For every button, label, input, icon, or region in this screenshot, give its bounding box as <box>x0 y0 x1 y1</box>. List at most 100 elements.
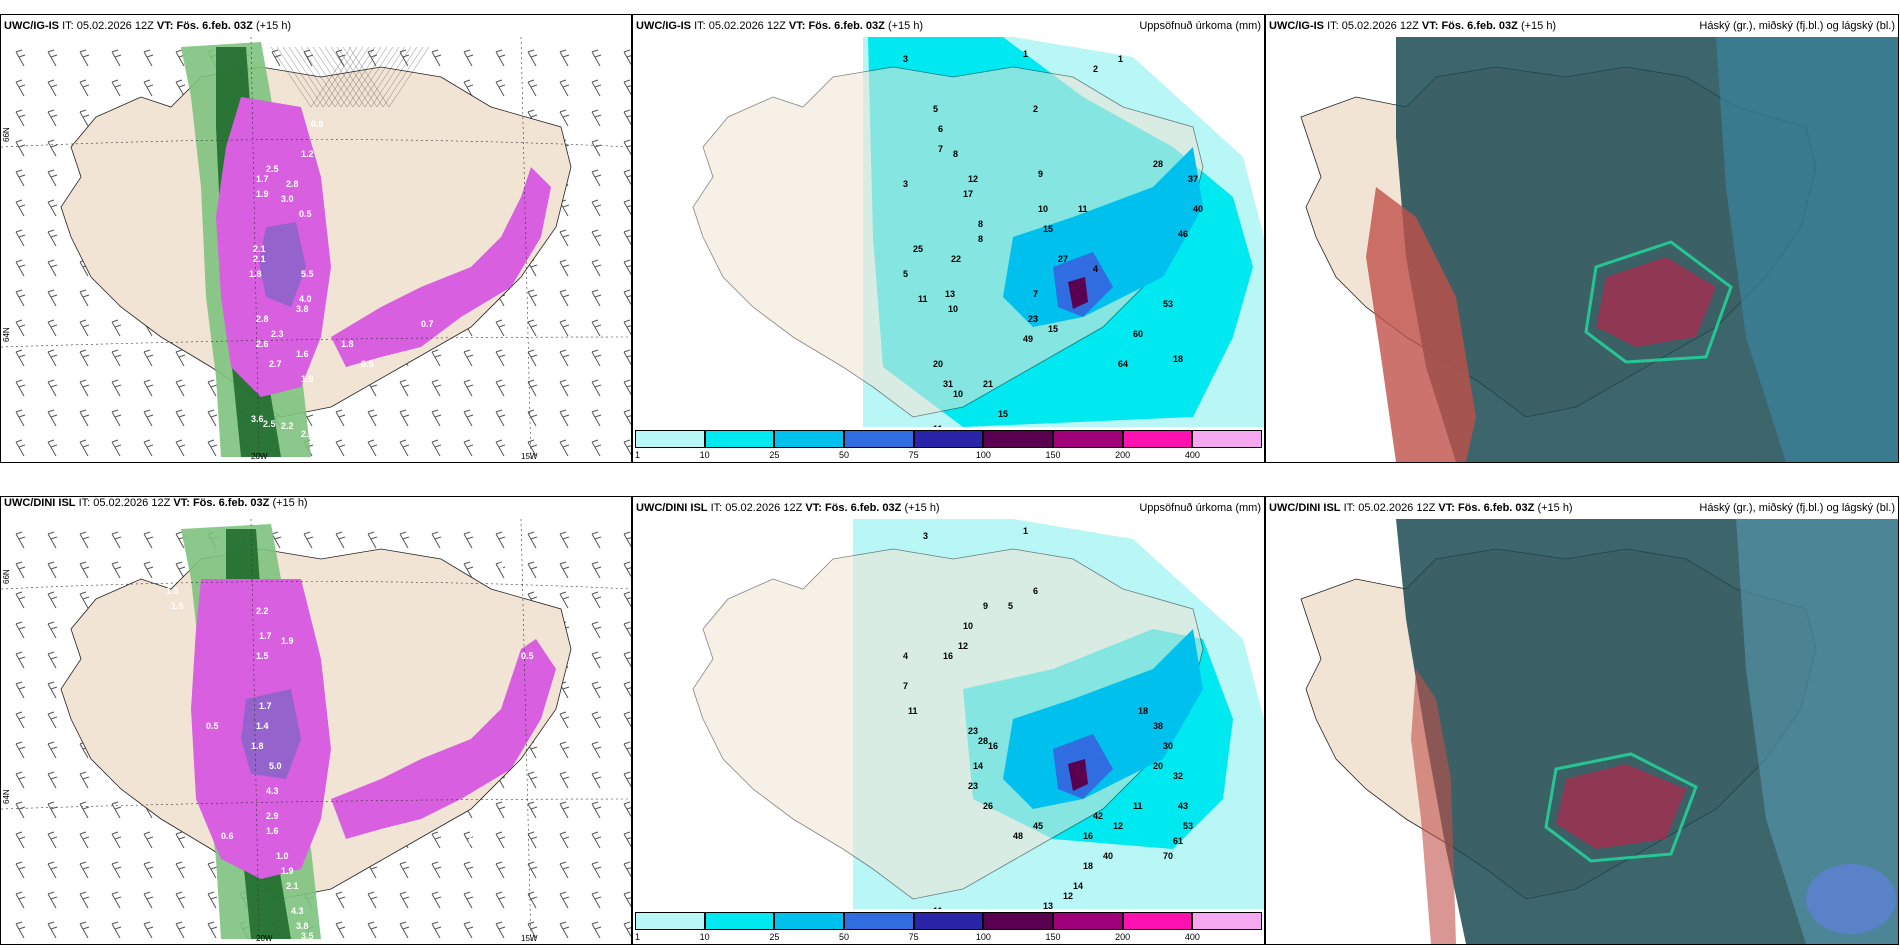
map-value-label: 32 <box>1173 771 1183 781</box>
map-value-label: 2 <box>1093 64 1098 74</box>
panel-title: Uppsöfnuð úrkoma (mm) <box>1139 502 1261 514</box>
wind-barb <box>623 831 631 848</box>
wind-barb <box>399 531 410 549</box>
wind-barb <box>15 319 26 337</box>
wind-barb <box>143 891 154 909</box>
panel-header: UWC/DINI ISL IT: 05.02.2026 12Z VT: Fös.… <box>1 497 631 519</box>
map-value-label: 4.0 <box>299 294 312 304</box>
wind-barb <box>623 591 631 608</box>
wind-barb <box>47 861 58 879</box>
wind-barb <box>527 379 538 397</box>
it-label: IT: <box>1343 502 1356 514</box>
wind-barb <box>527 531 538 549</box>
wind-barb <box>367 891 378 909</box>
lon-15w-label: 15W <box>521 934 538 943</box>
wind-barb <box>15 861 26 879</box>
wind-barb <box>47 831 58 849</box>
vt-value: Fös. 6.feb. 03Z <box>1457 502 1535 514</box>
wind-barb <box>143 561 154 579</box>
map-value-label: 5.5 <box>301 269 314 279</box>
wind-barb <box>335 409 346 427</box>
map-value-label: 1.0 <box>276 851 289 861</box>
hatch-line <box>270 46 312 108</box>
map-value-label: 21 <box>983 379 993 389</box>
map-value-label: 11 <box>1078 204 1088 214</box>
panel-header: UWC/DINI ISL IT: 05.02.2026 12Z VT: Fös.… <box>633 497 1264 519</box>
map-value-label: 10 <box>948 304 958 314</box>
map-value-label: 53 <box>1163 299 1173 309</box>
colorbar-tick: 50 <box>838 450 850 460</box>
wind-barb <box>111 49 122 67</box>
wind-barb <box>47 591 58 609</box>
wind-barb <box>591 891 602 909</box>
map-value-label: 3 <box>903 54 908 64</box>
wind-barb <box>527 439 538 457</box>
vt-label: VT: <box>788 20 806 32</box>
wind-barb <box>175 561 186 579</box>
wind-barb <box>79 409 90 427</box>
colorbar-tick: 400 <box>1184 932 1200 942</box>
map-value-label: 4.3 <box>266 786 279 796</box>
vt-value: Fös. 6.feb. 03Z <box>824 502 902 514</box>
cloud-map <box>1266 519 1898 944</box>
model-name: UWC/DINI ISL <box>1269 502 1341 514</box>
precip-max <box>1068 277 1088 309</box>
map-value-label: 26 <box>983 801 993 811</box>
map-value-label: 2.1 <box>286 881 299 891</box>
hatch-line <box>288 46 330 108</box>
wind-barb <box>47 531 58 549</box>
wind-barb <box>527 49 538 67</box>
wind-barb <box>399 49 410 67</box>
wind-barb <box>623 169 631 186</box>
map-value-label: 5.0 <box>269 761 282 771</box>
wind-barb <box>175 831 186 849</box>
wind-barb <box>559 79 570 97</box>
colorbar-swatch <box>1192 912 1262 930</box>
colorbar-swatch <box>1122 912 1193 930</box>
wind-barb <box>111 379 122 397</box>
map-value-label: 5 <box>1008 601 1013 611</box>
wind-barb <box>527 921 538 939</box>
wind-barb <box>495 379 506 397</box>
lon-15w-label: 15W <box>521 452 538 461</box>
wind-barb <box>143 861 154 879</box>
panel-header: UWC/DINI ISL IT: 05.02.2026 12Z VT: Fös.… <box>1266 497 1898 519</box>
map-value-label: 2.2 <box>256 606 269 616</box>
map-value-label: 3.8 <box>296 921 309 931</box>
wind-barb <box>495 861 506 879</box>
wind-barb <box>527 289 538 307</box>
wind-barb <box>495 439 506 457</box>
wind-barb <box>207 409 218 427</box>
central-high-cloud <box>1556 764 1686 849</box>
wind-barb <box>335 891 346 909</box>
colorbar-swatch <box>1053 912 1123 930</box>
map-value-label: 0.6 <box>221 831 234 841</box>
wind-barb <box>623 921 631 938</box>
wind-barb <box>111 439 122 457</box>
wind-barb <box>463 79 474 97</box>
wind-barb <box>175 79 186 97</box>
map-value-label: 2.9 <box>266 811 279 821</box>
wind-barb <box>15 831 26 849</box>
wind-barb <box>431 891 442 909</box>
colorbar-swatch <box>1122 430 1193 448</box>
map-value-label: 16 <box>943 651 953 661</box>
map-value-label: 9 <box>983 601 988 611</box>
wind-barb <box>559 319 570 337</box>
wind-barb <box>623 651 631 668</box>
wind-barb <box>527 79 538 97</box>
wind-barb <box>495 831 506 849</box>
map-value-label: 1.5 <box>171 601 184 611</box>
wind-barb <box>143 349 154 367</box>
map-value-label: 64 <box>1118 359 1128 369</box>
wind-barb <box>175 861 186 879</box>
lon-20w-label: 20W <box>256 934 273 943</box>
panel-snow-wind-top: UWC/IG-IS IT: 05.02.2026 12Z VT: Fös. 6.… <box>0 14 632 463</box>
wind-barb <box>47 79 58 97</box>
hatch-line <box>318 46 360 108</box>
lead-time: (+15 h) <box>887 20 924 32</box>
map-value-label: 31 <box>943 379 953 389</box>
hatch-line <box>336 46 378 108</box>
wind-barb <box>79 771 90 789</box>
